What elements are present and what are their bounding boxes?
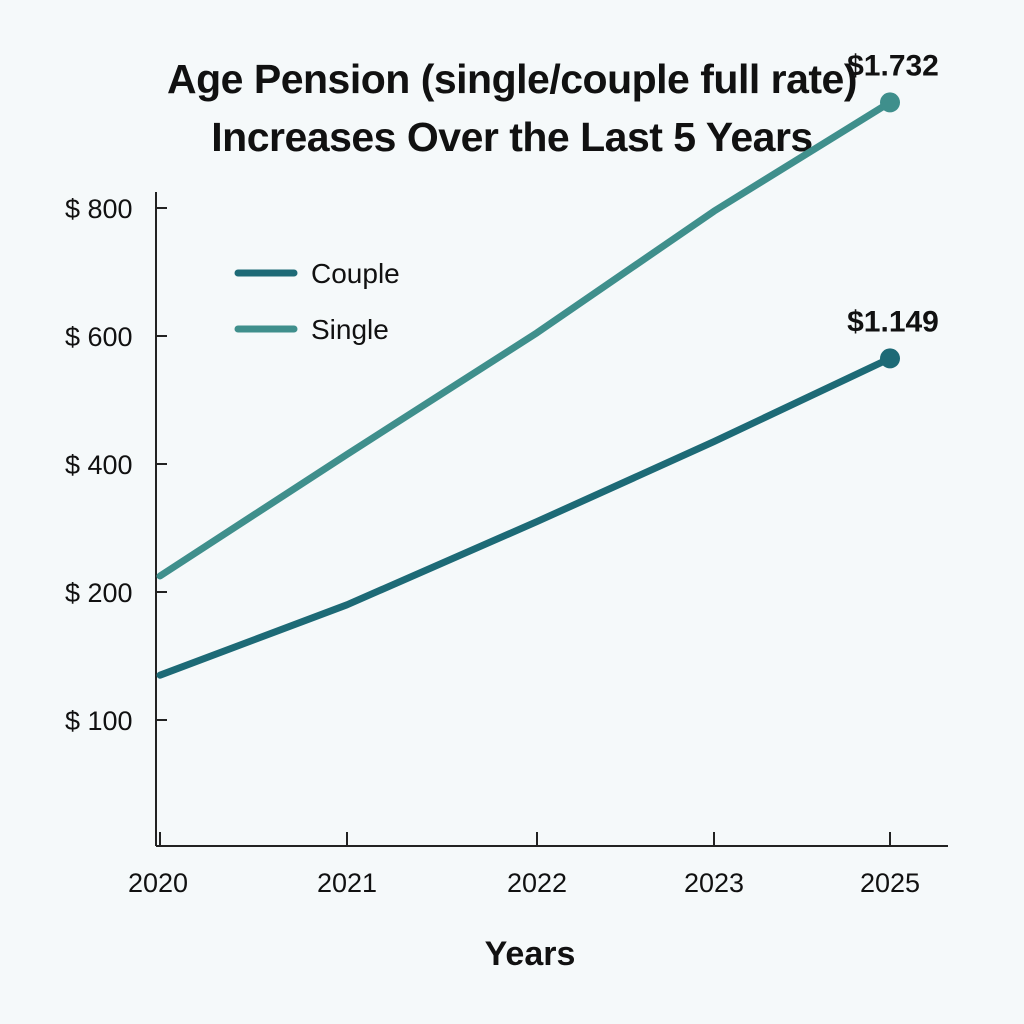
y-tick-label: $ 400 [65,450,133,480]
series: $1.149 $1.732 [156,49,939,679]
x-ticks: 2020 2021 2022 2023 2025 [128,832,920,898]
x-tick-label: 2025 [860,868,920,898]
data-point-single-end [880,92,900,113]
y-tick-label: $ 800 [65,194,133,224]
axes [155,192,948,847]
x-tick-label: 2022 [507,868,567,898]
series-line-couple [156,354,894,679]
legend-label-single: Single [311,314,389,345]
chart-title: Age Pension (single/couple full rate) In… [0,50,1024,166]
data-point-couple-end [880,348,900,369]
chart-title-line-2: Increases Over the Last 5 Years [211,114,813,160]
data-label-couple: $1.149 [847,305,939,338]
y-tick-label: $ 100 [65,706,133,736]
x-tick-label: 2020 [128,868,188,898]
y-tick-label: $ 600 [65,322,133,352]
data-label-single: $1.732 [847,49,939,82]
legend: Couple Single [234,258,400,345]
chart-title-line-1: Age Pension (single/couple full rate) [167,56,858,102]
y-ticks: $ 100 $ 200 $ 400 $ 600 $ 800 [65,194,167,736]
y-tick-label: $ 200 [65,578,133,608]
x-axis-title: Years [485,935,576,973]
series-line-single [156,98,894,580]
legend-label-couple: Couple [311,258,400,289]
x-tick-label: 2023 [684,868,744,898]
x-tick-label: 2021 [317,868,377,898]
